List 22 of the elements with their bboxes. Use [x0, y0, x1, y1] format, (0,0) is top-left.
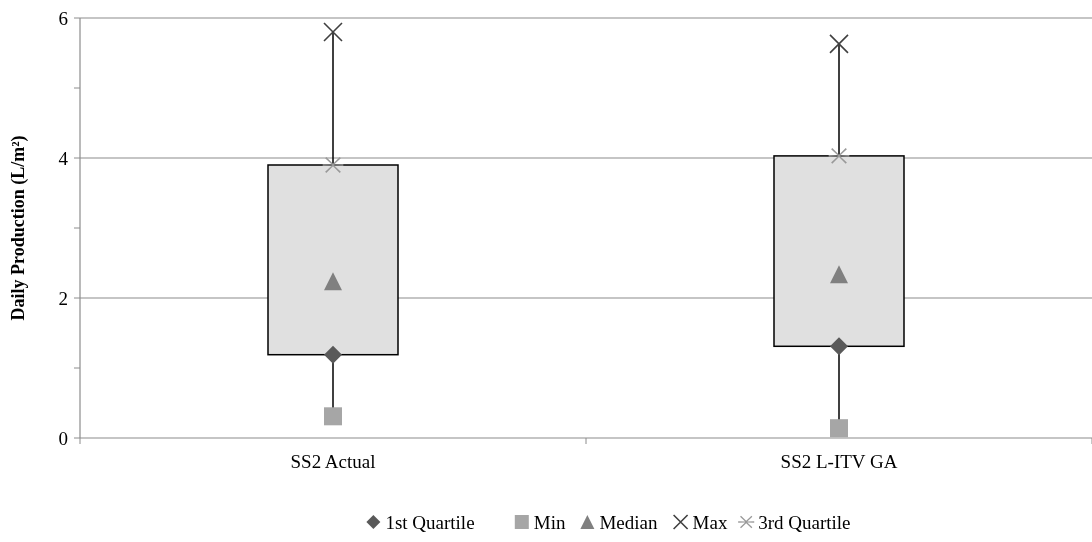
y-tick-label: 2 — [58, 287, 68, 309]
x-tick-label: SS2 L-ITV GA — [780, 451, 898, 472]
legend-label: Median — [599, 511, 658, 533]
point — [323, 22, 343, 42]
point — [830, 265, 848, 284]
y-tick-label: 4 — [58, 147, 69, 169]
legend-label: Max — [692, 511, 728, 533]
y-tick-label: 6 — [58, 7, 68, 29]
point — [830, 419, 848, 438]
legend-label: Min — [533, 511, 566, 533]
point — [324, 272, 342, 291]
point — [324, 345, 342, 364]
x-tick-label: SS2 Actual — [290, 451, 376, 472]
point — [830, 337, 848, 356]
point — [828, 148, 850, 164]
legend-label: 1st Quartile — [385, 511, 475, 533]
y-tick-label: 0 — [58, 427, 68, 449]
point — [829, 34, 849, 54]
point — [322, 157, 344, 173]
y-axis-title: Daily Production (L/m²) — [8, 135, 29, 321]
point — [324, 407, 342, 426]
legend-label: 3rd Quartile — [758, 511, 851, 533]
